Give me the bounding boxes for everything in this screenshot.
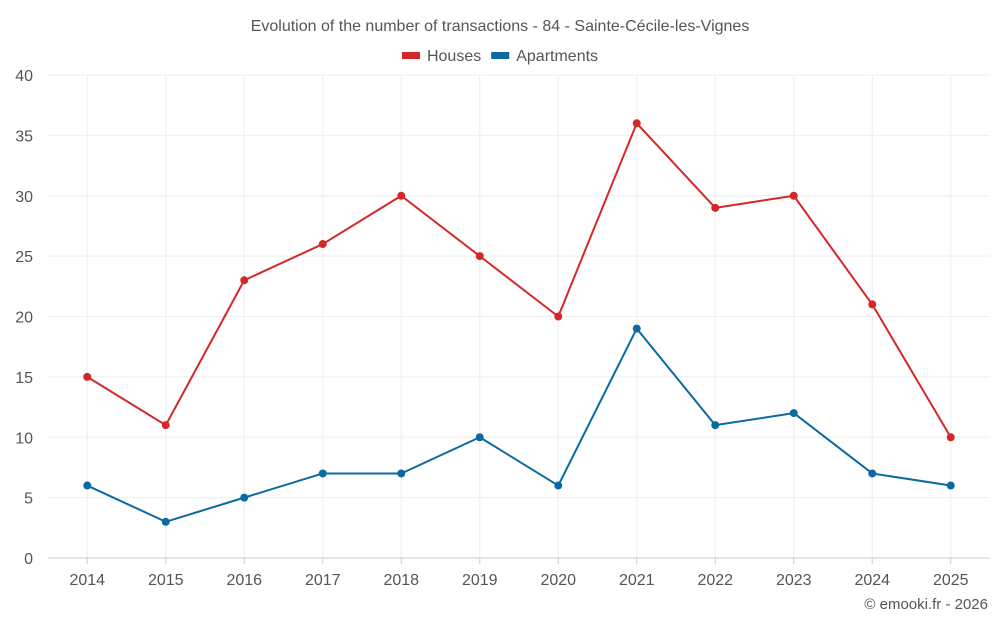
data-point-houses[interactable] <box>632 119 641 128</box>
data-point-houses[interactable] <box>789 191 798 200</box>
x-tick-label: 2020 <box>540 572 576 589</box>
data-point-apartments[interactable] <box>868 469 877 478</box>
data-point-houses[interactable] <box>161 421 170 430</box>
x-tick-label: 2025 <box>933 572 969 589</box>
y-tick-label: 10 <box>15 430 33 447</box>
data-point-houses[interactable] <box>475 252 484 261</box>
x-tick-label: 2024 <box>854 572 890 589</box>
data-point-apartments[interactable] <box>240 493 249 502</box>
y-tick-label: 25 <box>15 249 33 266</box>
legend-item-apartments[interactable]: Apartments <box>491 48 598 65</box>
data-point-houses[interactable] <box>711 203 720 212</box>
y-axis: 0 5 10 15 20 25 30 35 40 <box>15 68 33 568</box>
data-point-apartments[interactable] <box>161 517 170 526</box>
data-point-houses[interactable] <box>318 240 327 249</box>
data-point-houses[interactable] <box>83 372 92 381</box>
data-point-houses[interactable] <box>554 312 563 321</box>
x-tick-label: 2023 <box>776 572 812 589</box>
y-tick-label: 30 <box>15 189 33 206</box>
y-tick-label: 0 <box>24 551 33 568</box>
x-tick-label: 2018 <box>383 572 419 589</box>
data-point-apartments[interactable] <box>475 433 484 442</box>
data-point-apartments[interactable] <box>554 481 563 490</box>
data-point-apartments[interactable] <box>711 421 720 430</box>
y-tick-label: 40 <box>15 68 33 85</box>
data-point-houses[interactable] <box>868 300 877 309</box>
data-point-apartments[interactable] <box>397 469 406 478</box>
data-point-houses[interactable] <box>240 276 249 285</box>
x-tick-label: 2019 <box>462 572 498 589</box>
x-tick-label: 2021 <box>619 572 655 589</box>
x-axis: 2014 2015 2016 2017 2018 2019 2020 2021 2022 2023… <box>69 558 969 589</box>
series-points <box>83 119 955 526</box>
y-tick-label: 5 <box>24 491 33 508</box>
data-point-houses[interactable] <box>397 191 406 200</box>
legend-item-houses[interactable]: Houses <box>401 48 481 65</box>
x-tick-label: 2017 <box>305 572 341 589</box>
credit-text: © emooki.fr - 2026 <box>864 596 988 613</box>
legend: Houses Apartments <box>401 48 598 65</box>
data-point-apartments[interactable] <box>83 481 92 490</box>
chart-title: Evolution of the number of transactions … <box>251 18 750 35</box>
horizontal-gridlines <box>48 74 990 559</box>
x-tick-label: 2015 <box>148 572 184 589</box>
x-tick-label: 2014 <box>69 572 105 589</box>
data-point-apartments[interactable] <box>946 481 955 490</box>
data-point-apartments[interactable] <box>789 409 798 418</box>
legend-swatch <box>491 52 510 59</box>
data-point-apartments[interactable] <box>318 469 327 478</box>
y-tick-label: 20 <box>15 310 33 327</box>
legend-swatch <box>401 52 420 59</box>
series-line-houses <box>86 122 952 438</box>
series-lines <box>86 122 952 523</box>
series-line-apartments <box>86 327 951 523</box>
y-tick-label: 15 <box>15 370 33 387</box>
x-tick-label: 2016 <box>226 572 262 589</box>
legend-label: Houses <box>427 48 481 65</box>
data-point-apartments[interactable] <box>632 324 641 333</box>
data-point-houses[interactable] <box>946 433 955 442</box>
y-tick-label: 35 <box>15 128 33 145</box>
legend-label: Apartments <box>516 48 598 65</box>
x-tick-label: 2022 <box>697 572 733 589</box>
